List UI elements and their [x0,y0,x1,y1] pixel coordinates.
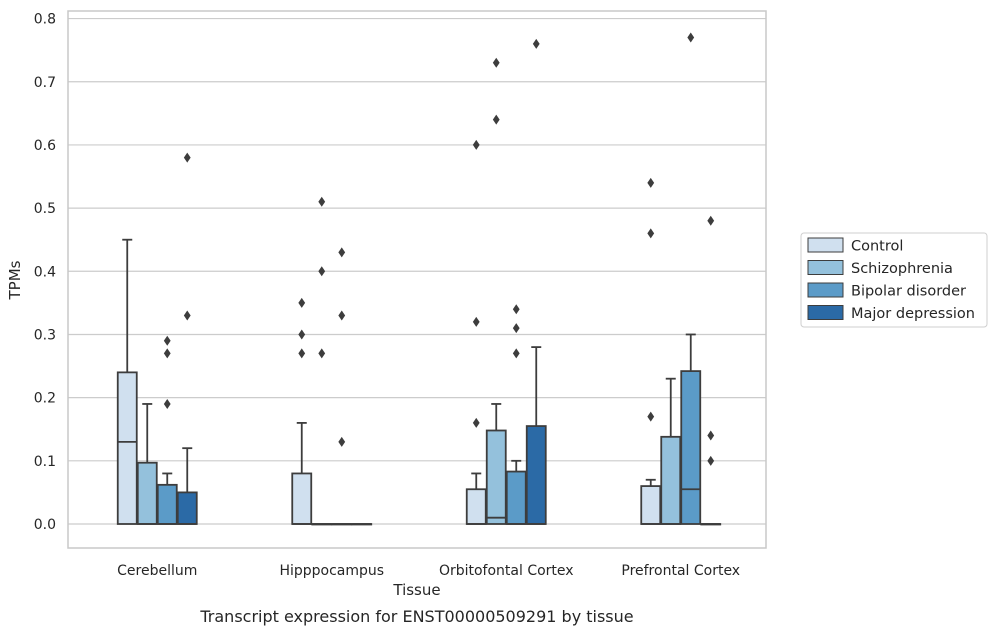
box-schizophrenia-hipppocampus [311,196,333,526]
box-major-depression-orbitofontal-cortex [525,38,547,525]
x-tick-label-orbitofontal-cortex: Orbitofontal Cortex [439,563,574,579]
outlier-point [183,152,191,163]
box-major-depression-hipppocampus [351,523,373,526]
legend-label-schizophrenia: Schizophrenia [851,261,953,277]
y-tick-label: 0.7 [34,75,56,91]
box-body [640,485,662,525]
outlier-point [472,417,480,428]
legend-frame [800,232,988,328]
box-body [136,461,158,525]
box-body [660,435,682,525]
box-body [465,488,487,525]
outlier-point [163,398,171,409]
y-tick-labels: 0.0 0.1 0.2 0.3 0.4 0.5 0.6 0.7 0.8 [34,12,56,533]
outlier-point [338,436,346,447]
y-tick-label: 0.1 [34,454,56,470]
chart-caption: Transcript expression for ENST0000050929… [199,607,633,626]
legend-swatch-bipolar-disorder [807,282,844,298]
outlier-point [492,57,500,68]
box-body [156,483,178,525]
outlier-point [183,310,191,321]
box-body [116,371,138,525]
box-body [525,425,547,525]
outlier-point [532,38,540,49]
box-control-cerebellum [116,238,138,525]
x-tick-label-hipppocampus: Hipppocampus [279,563,384,579]
outlier-point [707,215,715,226]
box-bipolar-disorder-prefrontal-cortex [680,32,702,525]
plot-frame [67,10,767,549]
outlier-point [163,348,171,359]
outlier-point [298,348,306,359]
box-bipolar-disorder-orbitofontal-cortex [505,304,527,525]
x-tick-labels: Cerebellum Hipppocampus Orbitofontal Corte… [117,563,740,579]
outlier-point [512,348,520,359]
box-body [291,472,313,525]
y-tick-label: 0.4 [34,264,56,280]
box-control-orbitofontal-cortex [465,139,487,525]
y-tick-label: 0.3 [34,327,56,343]
x-tick-label-cerebellum: Cerebellum [117,563,197,579]
box-bipolar-disorder-cerebellum [156,335,178,525]
y-tick-label: 0.8 [34,12,56,28]
outlier-point [707,455,715,466]
x-axis-title: Tissue [392,581,440,599]
outlier-point [472,316,480,327]
outlier-point [647,177,655,188]
x-tick-label-prefrontal-cortex: Prefrontal Cortex [621,563,740,579]
box-body [485,429,507,525]
outlier-point [647,228,655,239]
outlier-point [298,297,306,308]
outlier-point [472,139,480,150]
grid-lines [68,17,766,525]
y-tick-label: 0.5 [34,201,56,217]
box-schizophrenia-prefrontal-cortex [660,377,682,525]
box-body [680,370,702,525]
legend: Control Schizophrenia Bipolar disorder M… [800,232,988,328]
box-control-hipppocampus [291,297,313,525]
outlier-point [512,323,520,334]
box-bipolar-disorder-hipppocampus [331,247,353,526]
box-major-depression-prefrontal-cortex [700,215,722,526]
outlier-point [687,32,695,43]
legend-swatch-control [807,237,844,253]
box-plot-area [116,32,722,526]
outlier-point [338,310,346,321]
outlier-point [338,247,346,258]
legend-label-bipolar-disorder: Bipolar disorder [851,284,966,300]
box-schizophrenia-orbitofontal-cortex [485,57,507,525]
outlier-point [707,430,715,441]
outlier-point [163,335,171,346]
y-axis-title: TPMs [6,260,24,300]
box-schizophrenia-cerebellum [136,403,158,525]
legend-swatch-major-depression [807,305,844,320]
box-control-prefrontal-cortex [640,177,662,525]
y-tick-label: 0.2 [34,391,56,407]
outlier-point [318,348,326,359]
outlier-point [492,114,500,125]
legend-swatch-schizophrenia [807,260,844,275]
y-tick-label: 0.6 [34,138,56,154]
y-tick-label: 0.0 [34,517,56,533]
outlier-point [318,196,326,207]
legend-label-control: Control [851,239,903,255]
outlier-point [647,411,655,422]
outlier-point [318,266,326,277]
box-major-depression-cerebellum [176,152,198,525]
outlier-point [298,329,306,340]
box-body [505,470,527,525]
legend-label-major-depression: Major depression [851,306,975,322]
box-body [176,491,198,525]
outlier-point [512,304,520,315]
